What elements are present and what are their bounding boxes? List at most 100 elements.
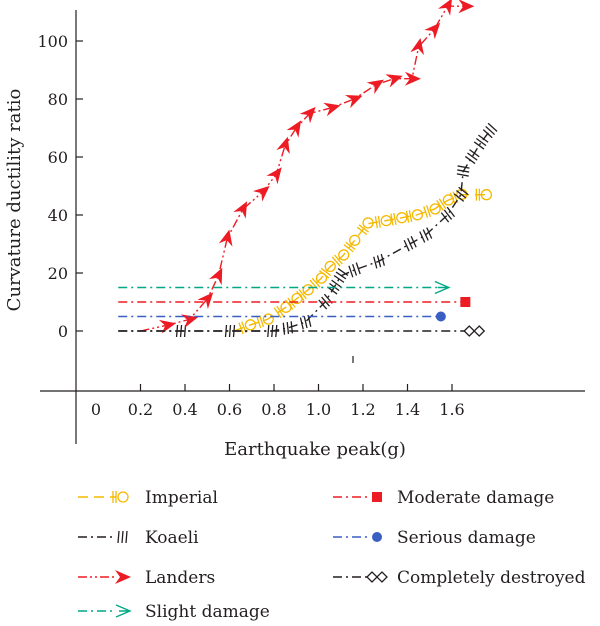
data-point [286, 120, 302, 138]
legend-item-moderate-damage: Moderate damage [333, 488, 554, 508]
data-point [273, 301, 292, 319]
y-tick-label: 40 [48, 206, 68, 225]
y-axis-label: Curvature ductility ratio [4, 89, 25, 312]
legend-marker [115, 570, 131, 584]
series-slight-damage [118, 280, 451, 295]
data-point [318, 260, 336, 279]
legend-marker [372, 532, 382, 542]
data-point [373, 253, 385, 269]
data-point [276, 136, 290, 155]
data-point [180, 314, 199, 328]
legend-marker [115, 604, 132, 618]
series-imperial [233, 188, 493, 335]
data-point [233, 201, 248, 219]
legend-marker [112, 491, 129, 503]
legend-label: Landers [145, 568, 215, 588]
x-tick-label: 0.6 [217, 400, 242, 419]
y-tick-label: 20 [48, 264, 68, 283]
x-tick-label: 0.8 [261, 400, 286, 419]
series-landers [140, 0, 475, 334]
data-point [403, 236, 417, 252]
legend-item-completely-destroyed: Completely destroyed [333, 568, 586, 588]
legend-item-koaeli: Koaeli [78, 528, 199, 548]
data-point [356, 217, 374, 236]
y-tick-label: 0 [58, 322, 68, 341]
data-point [266, 167, 282, 185]
x-tick-label: 1.4 [395, 400, 420, 419]
legend-label: Completely destroyed [397, 568, 586, 588]
data-point [345, 95, 363, 109]
data-point [404, 71, 421, 86]
data-point [256, 313, 274, 329]
x-tick-label: 1.2 [350, 400, 375, 419]
data-point [343, 234, 361, 253]
data-point [348, 262, 361, 278]
x-tick-label: 0 [91, 400, 101, 419]
legend-item-landers: Landers [78, 568, 215, 588]
data-point [374, 214, 392, 229]
data-point [456, 165, 470, 177]
x-tick-label: 1.6 [439, 400, 464, 419]
legend-item-imperial: Imperial [78, 488, 218, 508]
data-point [460, 297, 471, 307]
data-point [385, 74, 403, 88]
data-point [323, 102, 341, 117]
series-line [118, 130, 491, 332]
data-point [299, 106, 316, 124]
data-point [434, 280, 451, 295]
data-point [440, 206, 456, 223]
legend-label: Imperial [145, 488, 218, 508]
data-point [366, 79, 384, 95]
series-line [140, 5, 466, 332]
data-point [209, 267, 223, 286]
data-point [424, 22, 441, 40]
x-tick-label: 1.0 [306, 400, 331, 419]
legend-marker [372, 492, 382, 502]
data-point [331, 249, 350, 267]
data-point [463, 325, 486, 337]
data-point [419, 227, 433, 243]
data-point [158, 319, 176, 334]
data-point [390, 212, 408, 226]
x-tick-label: 0.2 [128, 400, 153, 419]
legend-label: Serious damage [397, 528, 536, 548]
series-completely-destroyed [118, 325, 486, 337]
data-point [473, 134, 489, 150]
y-tick-label: 100 [37, 32, 68, 51]
y-tick-label: 60 [48, 148, 68, 167]
legend-item-slight-damage: Slight damage [78, 602, 270, 622]
data-point [218, 229, 233, 247]
data-point [464, 149, 480, 165]
x-tick-label: 0.4 [172, 400, 197, 419]
series-serious-damage [118, 311, 446, 322]
series-koaeli [118, 122, 498, 338]
x-ticks: 0 0.2 0.4 0.6 0.8 1.0 1.2 1.4 1.6 [91, 384, 465, 419]
data-point [482, 122, 498, 139]
legend-marker [366, 571, 388, 583]
data-point [435, 311, 446, 322]
data-point [296, 284, 314, 302]
data-point [458, 0, 475, 14]
legend-marker [117, 530, 128, 544]
data-point [437, 0, 453, 16]
data-point [252, 185, 270, 202]
legend-label: Koaeli [145, 528, 199, 548]
data-point [453, 186, 469, 202]
series-moderate-damage [118, 297, 471, 307]
y-ticks: 0 20 40 60 80 100 [37, 32, 83, 341]
data-point [197, 292, 214, 309]
legend: Imperial Koaeli Landers Slight damage Modera… [78, 488, 586, 622]
series-layer [118, 0, 498, 338]
data-point [405, 209, 424, 223]
x-axis-label: Earthquake peak(g) [224, 439, 406, 460]
data-point [410, 37, 425, 56]
legend-label: Slight damage [145, 602, 270, 622]
legend-item-serious-damage: Serious damage [333, 528, 536, 548]
data-point [284, 292, 303, 310]
data-point [333, 268, 349, 283]
y-tick-label: 80 [48, 90, 68, 109]
legend-label: Moderate damage [397, 488, 554, 508]
data-point [282, 321, 294, 335]
data-point [475, 188, 493, 201]
